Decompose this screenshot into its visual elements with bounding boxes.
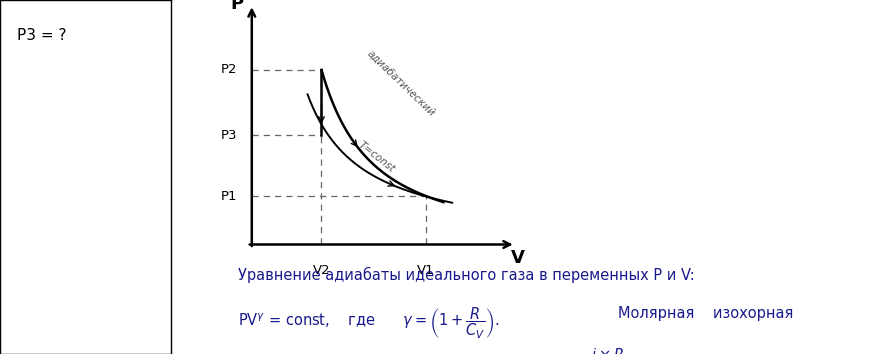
Text: P1: P1 [220,190,237,203]
Text: Уравнение адиабаты идеального газа в переменных P и V:: Уравнение адиабаты идеального газа в пер… [238,267,695,283]
Text: P3: P3 [220,129,237,142]
Text: теплоемкость вычисляется по формуле  $C_V = \dfrac{i \times R}{2}$, где i –: теплоемкость вычисляется по формуле $C_V… [238,347,683,354]
Text: PV$^{\gamma}$ = const,    где      $\gamma = \left(1+\dfrac{R}{C_V}\right)$.: PV$^{\gamma}$ = const, где $\gamma = \le… [238,306,500,341]
Text: Молярная    изохорная: Молярная изохорная [618,306,793,321]
Text: T=const: T=const [356,140,396,175]
Text: P2: P2 [220,63,237,76]
Text: адиабатический: адиабатический [365,48,437,118]
Text: P3 = ?: P3 = ? [18,28,66,43]
Text: P: P [230,0,243,13]
Text: V1: V1 [417,264,435,277]
Text: V: V [511,249,525,267]
Text: V2: V2 [312,264,330,277]
